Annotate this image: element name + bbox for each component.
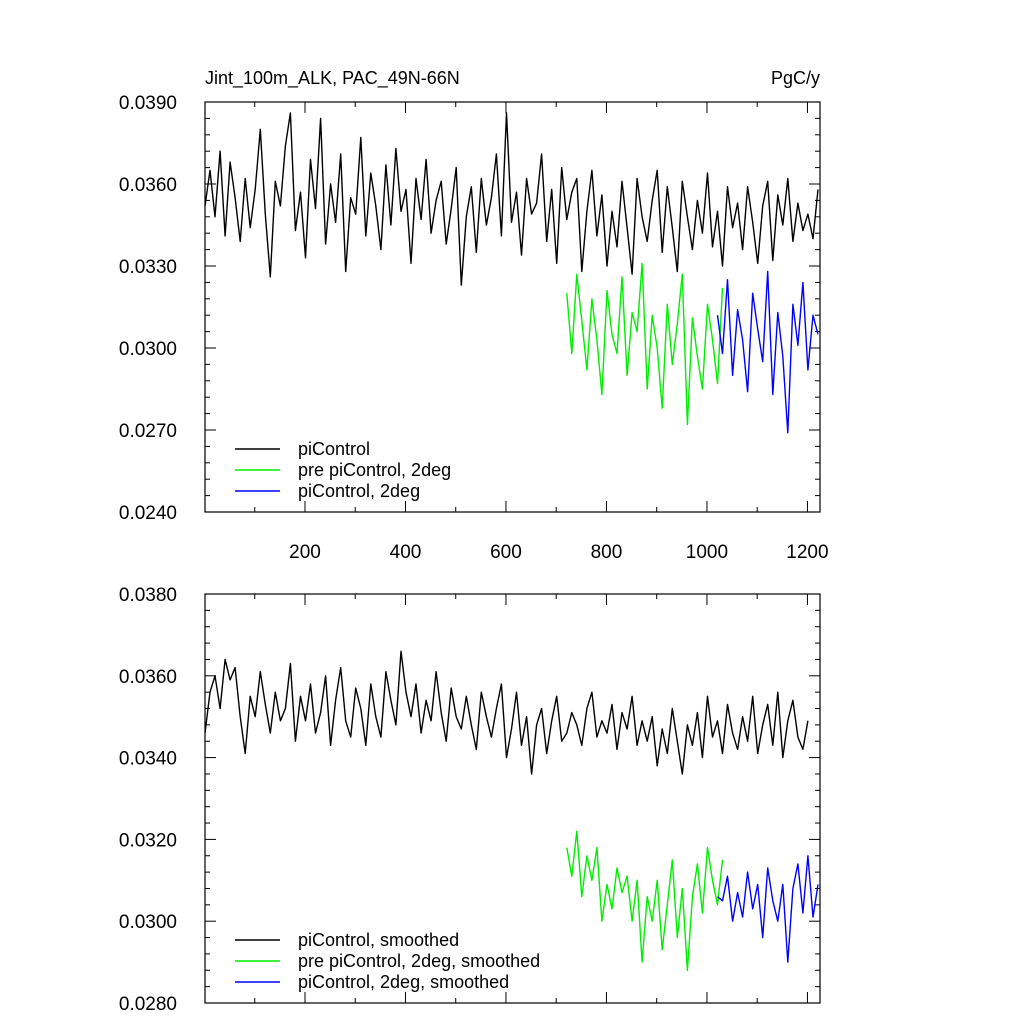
series-line-picontrol bbox=[204, 112, 819, 286]
x-tick-label: 200 bbox=[289, 542, 321, 563]
top-panel: 0.0240 0.0270 0.0300 0.0330 0.0360 0.0390 200 4… bbox=[119, 93, 829, 563]
y-tick-label: 0.0390 bbox=[119, 93, 177, 114]
y-tick-label: 0.0360 bbox=[119, 667, 177, 688]
legend-label: piControl, 2deg, smoothed bbox=[298, 972, 509, 992]
y-tick-label: 0.0240 bbox=[119, 503, 177, 524]
x-tick-label: 400 bbox=[390, 542, 422, 563]
legend-label: pre piControl, 2deg, smoothed bbox=[298, 951, 540, 971]
bottom-panel: 0.0280 0.0300 0.0320 0.0340 0.0360 0.0380 piCo… bbox=[119, 585, 821, 1015]
chart-title: Jint_100m_ALK, PAC_49N-66N bbox=[205, 68, 460, 89]
y-tick-label: 0.0300 bbox=[119, 339, 177, 360]
series-line-pre-picontrol-2deg bbox=[566, 262, 724, 426]
y-tick-label: 0.0380 bbox=[119, 585, 177, 606]
x-tick-label: 1200 bbox=[786, 542, 828, 563]
y-tick-label: 0.0300 bbox=[119, 912, 177, 933]
x-tick-label: 600 bbox=[490, 542, 522, 563]
y-tick-label: 0.0270 bbox=[119, 421, 177, 442]
legend-label: piControl bbox=[298, 439, 370, 459]
plot-frame bbox=[204, 101, 821, 513]
legend-label: piControl, 2deg bbox=[298, 481, 420, 501]
series-line-picontrol-2deg bbox=[717, 855, 819, 963]
x-tick-label: 800 bbox=[591, 542, 623, 563]
units-label: PgC/y bbox=[771, 68, 820, 88]
x-tick-label: 1000 bbox=[686, 542, 728, 563]
plot-frame bbox=[204, 593, 821, 1004]
legend-label: piControl, smoothed bbox=[298, 930, 459, 950]
series-line-picontrol-2deg bbox=[716, 270, 819, 434]
y-tick-label: 0.0320 bbox=[119, 830, 177, 851]
series-line-pre-picontrol-2deg bbox=[566, 830, 724, 971]
legend-label: pre piControl, 2deg bbox=[298, 460, 451, 480]
y-tick-label: 0.0340 bbox=[119, 749, 177, 770]
y-tick-label: 0.0360 bbox=[119, 175, 177, 196]
y-tick-label: 0.0330 bbox=[119, 257, 177, 278]
series-line-picontrol bbox=[204, 650, 809, 775]
y-tick-label: 0.0280 bbox=[119, 994, 177, 1015]
